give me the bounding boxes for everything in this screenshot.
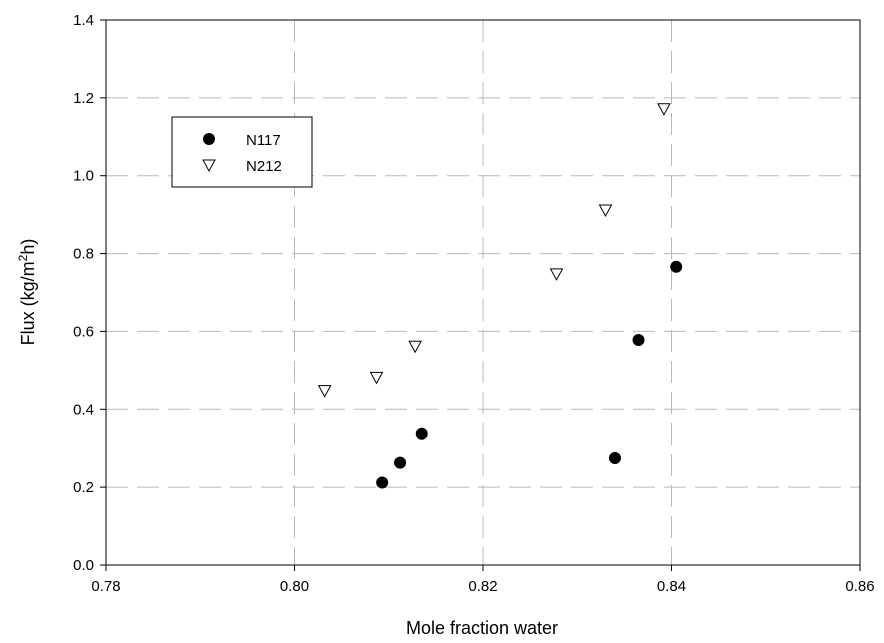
- y-axis-title-part-2: h): [18, 239, 38, 255]
- data-point-n117: [394, 456, 407, 469]
- x-tick-label: 0.78: [91, 578, 120, 595]
- data-point-n212: [598, 204, 613, 218]
- data-point-n117: [376, 476, 389, 489]
- legend-box: [171, 116, 313, 188]
- data-points: [317, 103, 683, 489]
- y-tick-labels: 0.0 0.2 0.4 0.6 0.8 1.0 1.2 1.4: [73, 12, 94, 574]
- data-point-n117: [632, 333, 645, 346]
- data-point-n212: [369, 371, 384, 385]
- data-point-n117: [608, 451, 621, 464]
- data-point-n212: [317, 385, 332, 398]
- data-point-n212: [549, 268, 564, 281]
- x-tick-label: 0.82: [468, 578, 497, 595]
- x-axis-title: Mole fraction water: [406, 618, 558, 638]
- y-axis-title-superscript: 2: [16, 254, 30, 261]
- y-tick-label: 0.2: [73, 479, 94, 496]
- legend-marker-n212: [202, 159, 216, 173]
- x-tick-labels: 0.78 0.80 0.82 0.84 0.86: [91, 578, 874, 595]
- grid-lines: [106, 20, 860, 565]
- y-axis-title: Flux (kg/m2h): [16, 239, 38, 346]
- legend-marker-n117: [203, 133, 215, 145]
- data-point-n212: [408, 340, 422, 354]
- x-tick-label: 0.86: [845, 578, 874, 595]
- data-point-n212: [657, 103, 671, 116]
- y-axis-title-part-1: Flux (kg/m: [18, 261, 38, 345]
- y-tick-label: 0.4: [73, 401, 94, 418]
- legend: N117 N212: [171, 116, 313, 188]
- legend-label-n212: N212: [246, 158, 282, 175]
- y-tick-label: 0.6: [73, 323, 94, 340]
- legend-label-n117: N117: [246, 132, 281, 149]
- x-tick-label: 0.84: [657, 578, 686, 595]
- y-tick-label: 0.8: [73, 246, 94, 263]
- data-point-n117: [670, 260, 683, 273]
- data-point-n117: [415, 427, 428, 440]
- x-tick-label: 0.80: [280, 578, 309, 595]
- axis-ticks: [100, 19, 861, 571]
- y-tick-label: 1.0: [73, 168, 94, 185]
- y-tick-label: 0.0: [73, 557, 94, 574]
- y-tick-label: 1.4: [73, 12, 94, 29]
- y-tick-label: 1.2: [73, 90, 94, 107]
